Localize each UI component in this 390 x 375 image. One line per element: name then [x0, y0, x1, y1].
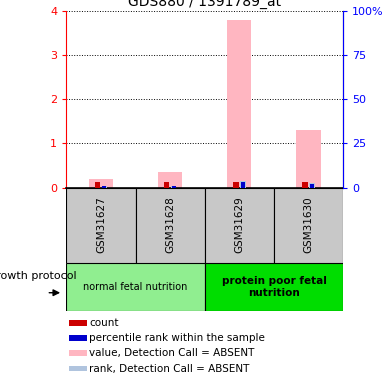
Text: rank, Detection Call = ABSENT: rank, Detection Call = ABSENT	[89, 364, 250, 374]
Text: growth protocol: growth protocol	[0, 271, 77, 281]
Text: GSM31627: GSM31627	[96, 196, 106, 254]
Text: percentile rank within the sample: percentile rank within the sample	[89, 333, 265, 343]
Text: GSM31628: GSM31628	[165, 196, 175, 254]
Bar	[89, 179, 113, 188]
Bar	[164, 182, 169, 188]
Bar	[233, 182, 239, 188]
Title: GDS880 / 1391789_at: GDS880 / 1391789_at	[128, 0, 281, 9]
Bar	[274, 188, 343, 262]
Bar	[205, 262, 343, 311]
Bar	[172, 186, 176, 188]
Bar	[66, 262, 205, 311]
Bar	[69, 350, 87, 355]
Text: GSM31630: GSM31630	[303, 196, 314, 254]
Text: protein poor fetal
nutrition: protein poor fetal nutrition	[222, 276, 326, 298]
Bar	[69, 320, 87, 326]
Bar	[69, 366, 87, 372]
Bar	[171, 186, 176, 188]
Text: count: count	[89, 318, 119, 328]
Bar	[205, 188, 274, 262]
Bar	[102, 186, 106, 188]
Bar	[158, 172, 182, 188]
Bar	[66, 188, 136, 262]
Bar	[69, 335, 87, 341]
Bar	[309, 183, 315, 188]
Text: GSM31629: GSM31629	[234, 196, 245, 254]
Bar	[136, 188, 205, 262]
Bar	[241, 182, 245, 188]
Bar	[240, 182, 246, 188]
Bar	[102, 186, 107, 188]
Text: normal fetal nutrition: normal fetal nutrition	[83, 282, 188, 292]
Bar	[310, 183, 314, 188]
Bar	[302, 182, 308, 188]
Bar	[296, 130, 321, 188]
Bar	[227, 20, 252, 188]
Text: value, Detection Call = ABSENT: value, Detection Call = ABSENT	[89, 348, 255, 358]
Bar	[95, 182, 100, 188]
